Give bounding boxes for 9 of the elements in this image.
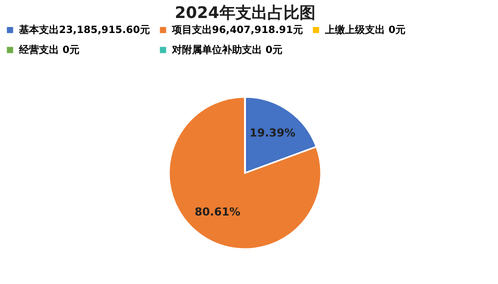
legend-label: 上缴上级支出 0元 (324, 24, 406, 36)
data-label: 80.61% (194, 205, 240, 218)
legend-label: 基本支出23,185,915.60元 (18, 24, 150, 36)
legend-label: 经营支出 0元 (18, 44, 80, 56)
chart-title: 2024年支出占比图 (174, 3, 316, 22)
data-label: 19.39% (250, 126, 296, 140)
pie-slice (168, 96, 322, 250)
legend-label: 对附属单位补助支出 0元 (171, 44, 282, 56)
legend-label: 项目支出96,407,918.91元 (171, 24, 303, 36)
